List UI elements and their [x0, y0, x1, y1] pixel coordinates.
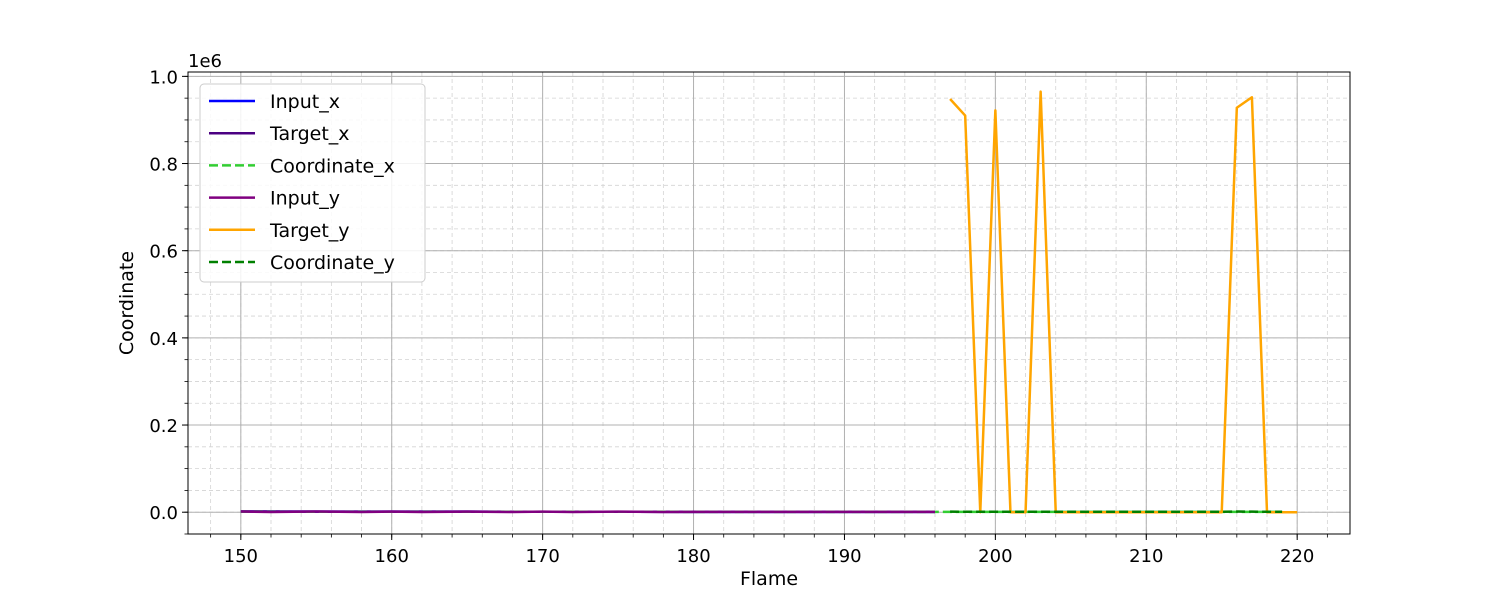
plot-area-frame	[187, 71, 1351, 535]
y-tick-label: 0.6	[149, 242, 178, 263]
legend: Input_x Target_x Coordinate_x Input_y Target…	[199, 83, 426, 283]
y-tick-label: 1.0	[149, 67, 178, 88]
x-tick-label: 170	[525, 546, 559, 567]
y-tick-label: 0.8	[149, 155, 178, 176]
x-tick-label: 190	[827, 546, 861, 567]
y-axis-label: Coordinate	[116, 251, 138, 355]
legend-label: Input_y	[270, 188, 340, 210]
legend-label: Input_x	[270, 91, 340, 113]
y-tick-label: 0.2	[149, 416, 178, 437]
legend-label: Target_x	[269, 123, 350, 145]
series-line-target-y	[949, 90, 1298, 514]
x-tick-label: 220	[1280, 546, 1314, 567]
x-tick-label: 160	[375, 546, 409, 567]
x-tick-label: 180	[676, 546, 710, 567]
x-tick-label: 200	[978, 546, 1012, 567]
y-axis-offset-label: 1e6	[188, 51, 222, 72]
axis-ticks: 150 160 170 180 190 200 210 220 0.0 0.2 0.4 0.6 0.8 1…	[149, 67, 1328, 567]
legend-label: Coordinate_x	[270, 155, 395, 177]
legend-label: Coordinate_y	[270, 252, 395, 274]
x-tick-label: 150	[224, 546, 258, 567]
series-lines	[240, 90, 1298, 514]
y-tick-label: 0.0	[149, 503, 178, 524]
y-tick-label: 0.4	[149, 329, 178, 350]
legend-label: Target_y	[269, 220, 350, 242]
x-axis-label: Flame	[740, 568, 798, 590]
x-tick-label: 210	[1129, 546, 1163, 567]
legend-box	[199, 83, 426, 283]
